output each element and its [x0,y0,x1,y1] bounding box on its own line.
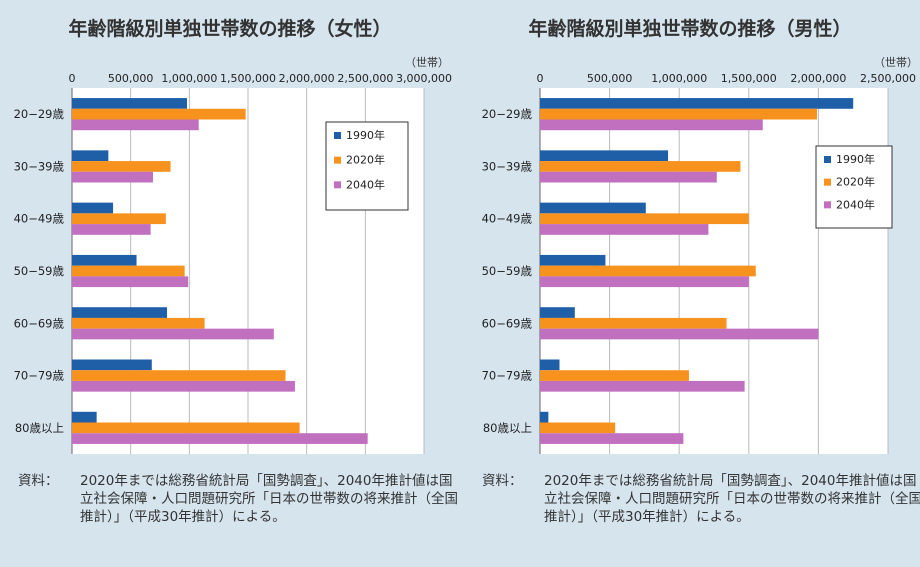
bar [72,276,189,288]
bar [72,359,152,371]
bar [540,370,689,381]
legend-swatch [334,132,341,139]
legend-label: 1990年 [346,128,385,142]
legend-swatch [824,156,831,163]
tick-label: 2,000,000 [279,72,335,85]
source-text: 2020年までは総務省統計局「国勢調査」、2040年推計値は国立社会保障・人口問… [544,473,920,525]
bar [72,317,205,329]
bar [72,380,295,392]
tick-label: 1,500,000 [721,72,777,85]
bar [72,108,246,120]
legend-label: 2040年 [836,197,875,211]
bar [72,213,166,225]
bar [72,161,171,172]
category-label: 80歳以上 [15,421,64,435]
bar [540,202,646,214]
chart-panel-female: 年齢階級別単独世帯数の推移（女性） （世帯） 0 500,000 1,000,000… [14,18,458,525]
bar [540,98,854,109]
tick-label: 0 [69,72,76,85]
tick-label: 2,500,000 [337,72,393,85]
bar [540,328,819,340]
bar [540,380,745,392]
category-label: 30−39歳 [14,159,65,173]
tick-label: 500,000 [587,72,633,85]
category-label: 40−49歳 [482,212,533,226]
source-label: 資料： [482,473,523,489]
bar [540,433,684,444]
bar [72,422,300,434]
category-label: 20−29歳 [482,107,533,121]
bar [72,411,97,423]
tick-label: 2,500,000 [860,72,916,85]
bar [540,359,560,371]
legend-label: 2020年 [346,153,385,167]
category-label: 50−59歳 [482,264,533,278]
bar [540,422,616,434]
bar [540,411,549,423]
tick-label: 0 [537,72,544,85]
bar [72,150,109,162]
bar [540,119,763,131]
tick-label: 1,000,000 [651,72,707,85]
bar [540,317,727,329]
bar [540,161,741,172]
chart-title: 年齢階級別単独世帯数の推移（女性） [68,18,392,40]
bar [72,370,286,381]
chart-title: 年齢階級別単独世帯数の推移（男性） [528,18,852,40]
category-label: 30−39歳 [482,159,533,173]
source-label: 資料： [18,473,59,489]
unit-label: （世帯） [405,56,449,69]
bar [540,213,749,225]
tick-label: 1,500,000 [220,72,276,85]
category-label: 80歳以上 [483,421,532,435]
bar [72,328,274,340]
category-label: 70−79歳 [14,369,65,383]
legend-label: 2020年 [836,175,875,189]
category-label: 60−69歳 [14,316,65,330]
unit-label: （世帯） [874,56,918,69]
bar-chart-male: 0 500,000 1,000,000 1,500,000 2,000,000 2,500… [482,72,916,454]
category-label: 60−69歳 [482,316,533,330]
bar [540,108,818,120]
category-label: 50−59歳 [14,264,65,278]
bar [72,171,153,183]
tick-label: 500,000 [108,72,154,85]
bar [72,98,187,109]
category-label: 20−29歳 [14,107,65,121]
bar [540,265,756,277]
bar [540,150,669,162]
chart-panel-male: 年齢階級別単独世帯数の推移（男性） （世帯） 0 500,000 1,000,000… [460,0,920,567]
bar [72,265,185,277]
tick-label: 3,000,000 [396,72,452,85]
bar [72,433,368,444]
legend-swatch [334,181,341,189]
source-text: 2020年までは総務省統計局「国勢調査」、2040年推計値は国立社会保障・人口問… [80,473,458,525]
legend-swatch [334,156,341,164]
bar [72,254,137,266]
category-label: 40−49歳 [14,212,65,226]
bar [540,254,606,266]
bar [72,119,199,131]
bar [540,276,749,288]
tick-label: 1,000,000 [161,72,217,85]
legend-label: 1990年 [836,152,875,166]
bar [540,224,709,235]
legend-swatch [824,178,831,186]
category-label: 70−79歳 [482,369,533,383]
legend-swatch [824,201,831,209]
bar [72,224,151,235]
bar-chart-female: 0 500,000 1,000,000 1,500,000 2,000,000 2,500… [14,72,452,454]
bar [72,307,168,318]
bar [540,171,717,183]
bar [540,307,575,318]
tick-label: 2,000,000 [790,72,846,85]
legend-label: 2040年 [346,177,385,191]
bar [72,202,114,214]
